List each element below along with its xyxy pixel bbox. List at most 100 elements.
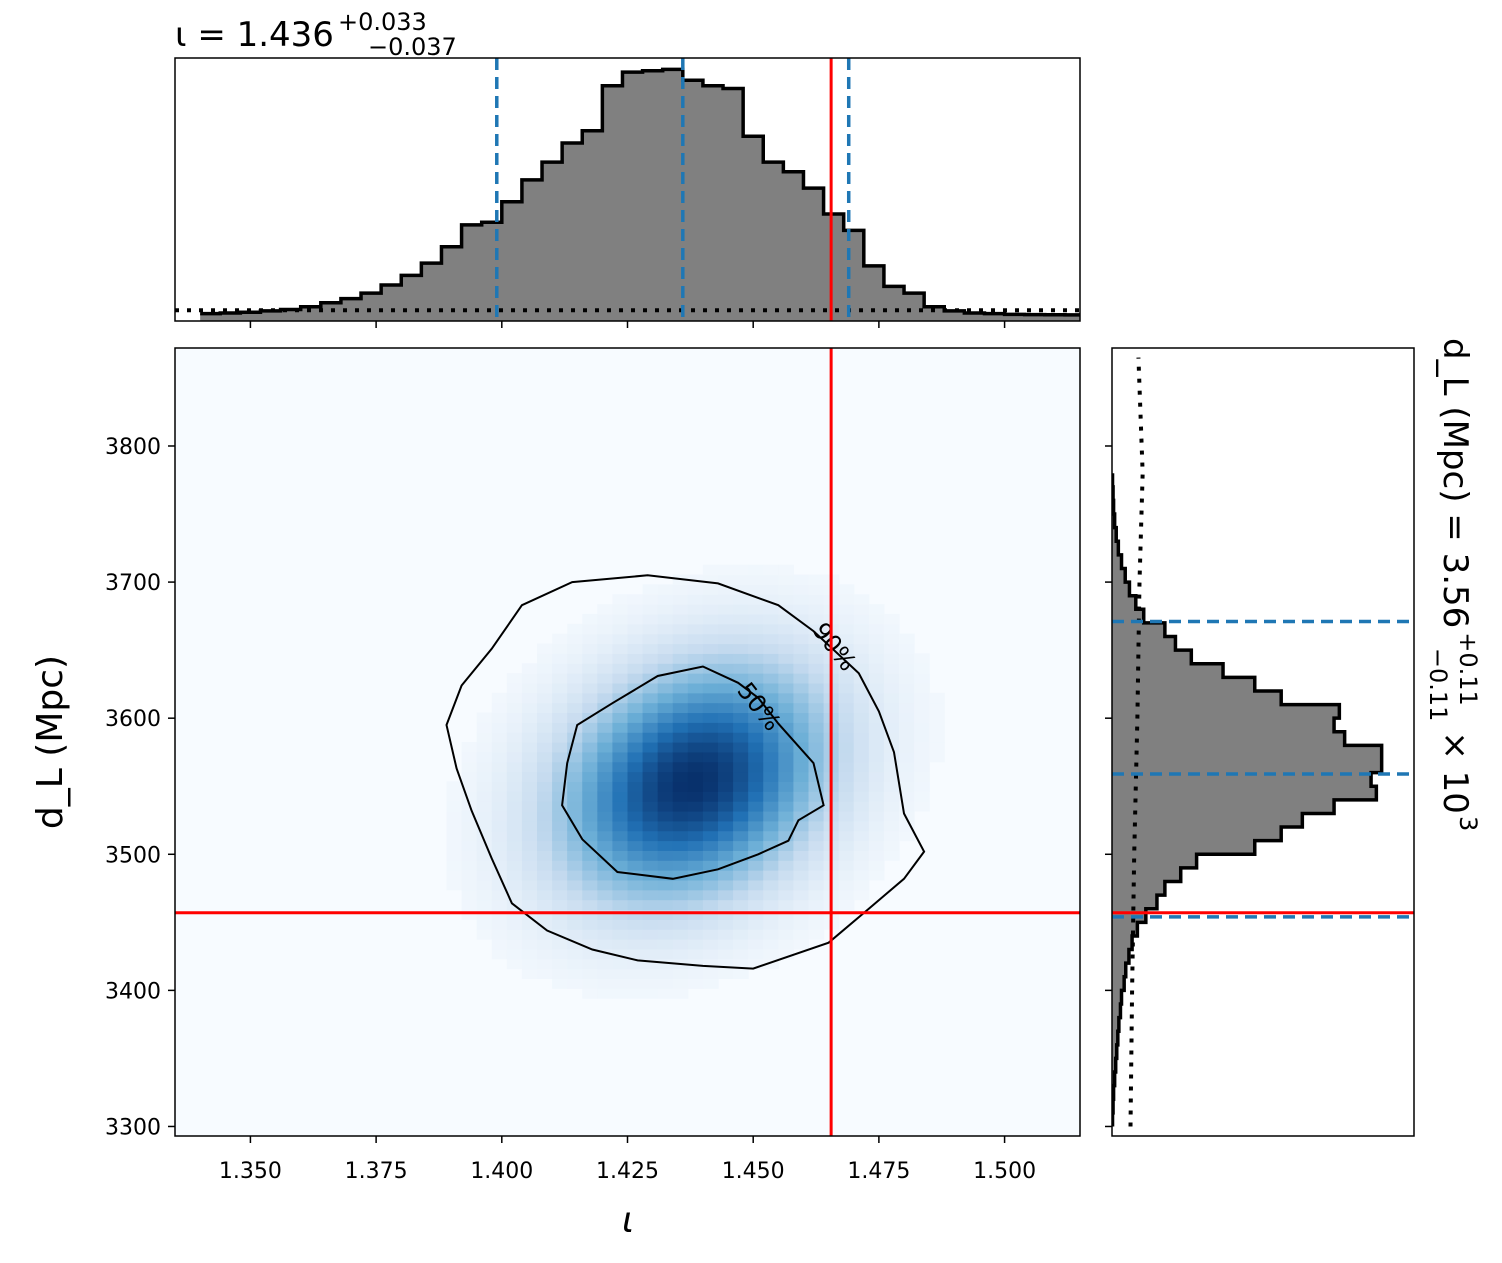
heatmap-cell <box>838 761 855 773</box>
heatmap-cell <box>763 633 779 645</box>
heatmap-cell <box>914 682 930 694</box>
heatmap-cell <box>597 820 614 832</box>
heatmap-cell <box>612 722 629 733</box>
heatmap-cell <box>899 742 915 753</box>
heatmap-cell <box>838 860 855 871</box>
y-tick-label: 3400 <box>105 979 161 1004</box>
heatmap-cell <box>702 584 719 595</box>
heatmap-cell <box>627 692 644 704</box>
heatmap-cell <box>506 751 523 763</box>
heatmap-cell <box>838 840 855 851</box>
heatmap-cell <box>853 761 870 773</box>
heatmap-cell <box>899 771 915 782</box>
heatmap-cell <box>597 801 614 812</box>
heatmap-cell <box>521 870 538 881</box>
heatmap-cell <box>491 722 508 733</box>
heatmap-cell <box>778 810 795 822</box>
heatmap-cell <box>808 751 825 763</box>
heatmap-cell <box>491 909 508 920</box>
heatmap-cell <box>914 732 930 743</box>
right-marginal-panel: d_L (Mpc) = 3.56 +0.11−0.11 × 10 3 <box>1105 338 1482 1137</box>
heatmap-cell <box>627 722 644 733</box>
heatmap-cell <box>521 810 538 822</box>
heatmap-cell <box>657 653 674 664</box>
heatmap-cell <box>506 889 523 901</box>
heatmap-cell <box>582 939 598 950</box>
heatmap-cell <box>733 653 749 664</box>
heatmap-cell <box>657 988 674 999</box>
heatmap-cell <box>883 820 900 832</box>
heatmap-cell <box>567 909 583 920</box>
heatmap-cell <box>838 722 855 733</box>
heatmap-cell <box>808 889 825 901</box>
heatmap-cell <box>672 948 689 960</box>
heatmap-cell <box>627 712 644 723</box>
heatmap-cell <box>868 850 885 861</box>
heatmap-cell <box>597 830 614 842</box>
heatmap-cell <box>537 653 553 664</box>
heatmap-cell <box>657 702 674 714</box>
heatmap-cell <box>808 574 825 585</box>
top-marginal-panel: ι = 1.436 +0.033 −0.037 <box>174 8 1081 328</box>
heatmap-cell <box>748 564 764 576</box>
heatmap-cell <box>778 889 795 901</box>
heatmap-cell <box>642 791 659 802</box>
heatmap-cell <box>672 909 689 920</box>
heatmap-cell <box>657 929 674 940</box>
heatmap-cell <box>521 889 538 901</box>
heatmap-cell <box>808 820 825 832</box>
heatmap-cell <box>521 771 538 782</box>
heatmap-cell <box>597 939 614 950</box>
heatmap-cell <box>748 673 764 684</box>
heatmap-cell <box>687 830 704 842</box>
heatmap-cell <box>642 673 659 684</box>
heatmap-cell <box>702 909 719 920</box>
heatmap-cell <box>521 732 538 743</box>
heatmap-cell <box>733 732 749 743</box>
heatmap-cell <box>868 604 885 615</box>
heatmap-cell <box>597 860 614 871</box>
heatmap-cell <box>808 830 825 842</box>
heatmap-cell <box>868 722 885 733</box>
heatmap-cell <box>612 978 629 989</box>
heatmap-cell <box>582 909 598 920</box>
heatmap-cell <box>537 761 553 773</box>
heatmap-cell <box>702 673 719 684</box>
heatmap-cell <box>748 899 764 911</box>
heatmap-cell <box>748 594 764 605</box>
heatmap-cell <box>808 909 825 920</box>
heatmap-cell <box>672 968 689 979</box>
heatmap-cell <box>657 850 674 861</box>
heatmap-cell <box>793 663 810 674</box>
heatmap-cell <box>763 613 779 625</box>
heatmap-cell <box>883 623 900 635</box>
heatmap-cell <box>929 702 945 714</box>
heatmap-cell <box>672 929 689 940</box>
heatmap-cell <box>748 692 764 704</box>
heatmap-cell <box>702 722 719 733</box>
heatmap-cell <box>506 732 523 743</box>
heatmap-cell <box>838 830 855 842</box>
heatmap-cell <box>597 870 614 881</box>
right-prior-line <box>1128 357 1145 1127</box>
heatmap-cell <box>597 850 614 861</box>
heatmap-cell <box>642 929 659 940</box>
heatmap-cell <box>853 830 870 842</box>
heatmap-cell <box>567 682 583 694</box>
heatmap-cell <box>612 771 629 782</box>
heatmap-cell <box>552 702 568 714</box>
heatmap-cell <box>627 830 644 842</box>
heatmap-cell <box>491 840 508 851</box>
heatmap-cell <box>733 682 749 694</box>
heatmap-cell <box>506 673 523 684</box>
dl-title: d_L (Mpc) = 3.56 +0.11−0.11 × 10 3 <box>1424 338 1482 831</box>
heatmap-cell <box>672 751 689 763</box>
heatmap-cell <box>461 742 478 753</box>
heatmap-cell <box>657 584 674 595</box>
heatmap-cell <box>597 761 614 773</box>
heatmap-cell <box>446 781 463 792</box>
heatmap-cell <box>506 810 523 822</box>
heatmap-cell <box>718 820 734 832</box>
heatmap-cell <box>763 810 779 822</box>
heatmap-cell <box>657 909 674 920</box>
